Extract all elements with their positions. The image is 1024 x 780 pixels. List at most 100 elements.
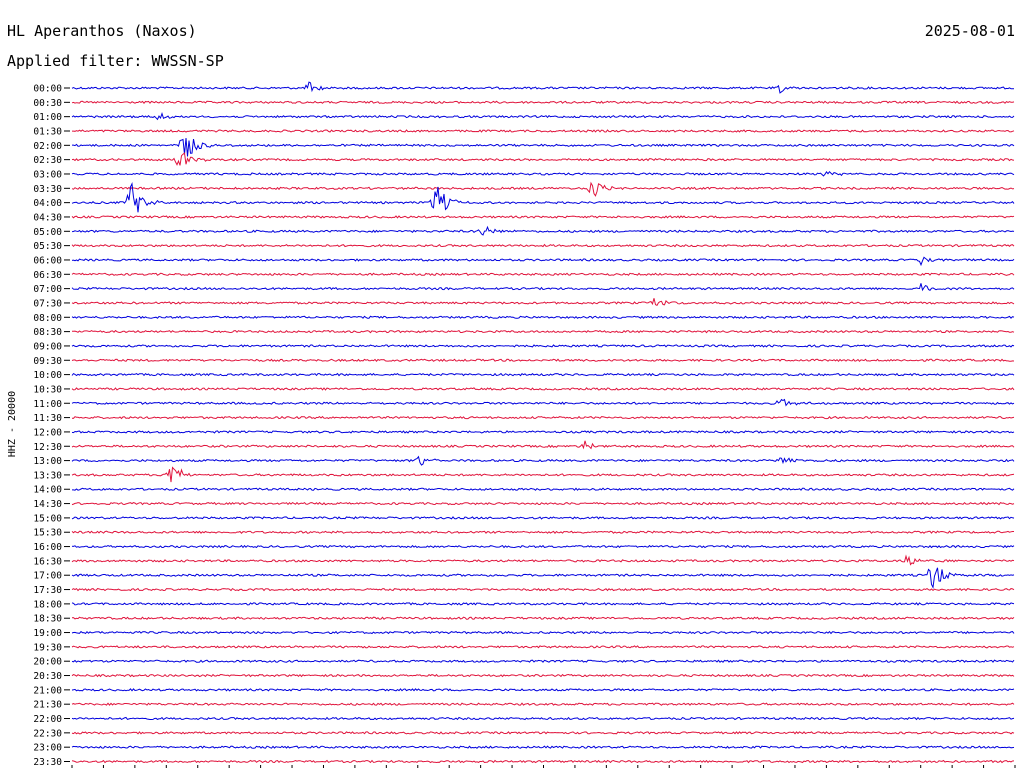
trace-line: [72, 129, 1015, 133]
row-time-label: 16:30: [33, 556, 62, 567]
row-time-label: 13:00: [33, 456, 62, 467]
trace-line: [71, 702, 1015, 706]
trace-line: [71, 256, 1015, 267]
row-time-label: 10:30: [33, 384, 62, 395]
row-time-label: 00:00: [33, 84, 62, 95]
trace-line: [71, 645, 1015, 649]
trace-line: [71, 170, 1015, 177]
row-time-label: 12:30: [33, 442, 62, 453]
trace-line: [71, 81, 1015, 94]
row-time-label: 08:30: [33, 327, 62, 338]
trace-line: [72, 487, 1015, 491]
trace-line: [71, 759, 1015, 764]
trace-line: [71, 516, 1015, 520]
trace-line: [71, 745, 1015, 749]
row-label-group: 00:00 00:30 01:00 01:30 02:00 02:30 03:00 03:30…: [33, 84, 1016, 768]
trace-line: [71, 587, 1015, 592]
trace-line: [71, 387, 1015, 391]
row-time-label: 18:30: [33, 614, 62, 625]
trace-line: [71, 466, 1015, 483]
station-title: HL Aperanthos (Naxos): [7, 22, 197, 40]
row-time-label: 07:30: [33, 298, 62, 309]
row-time-label: 15:00: [33, 513, 62, 524]
trace-line: [71, 544, 1015, 549]
row-time-label: 01:30: [33, 126, 62, 137]
row-time-label: 22:30: [33, 728, 62, 739]
trace-line: [71, 630, 1015, 635]
row-time-label: 00:30: [33, 98, 62, 109]
row-time-label: 09:30: [33, 356, 62, 367]
trace-line: [71, 298, 1015, 307]
row-time-label: 21:30: [33, 700, 62, 711]
trace-line: [71, 501, 1015, 506]
row-time-label: 04:00: [33, 198, 62, 209]
row-time-label: 17:00: [33, 571, 62, 582]
row-time-label: 23:30: [33, 757, 62, 768]
row-time-label: 17:30: [33, 585, 62, 596]
row-time-label: 03:30: [33, 184, 62, 195]
row-time-label: 12:00: [33, 427, 62, 438]
trace-line: [71, 688, 1015, 692]
trace-line: [71, 215, 1015, 219]
row-time-label: 20:00: [33, 657, 62, 668]
trace-line: [72, 137, 1015, 157]
row-time-label: 02:30: [33, 155, 62, 166]
row-time-label: 20:30: [33, 671, 62, 682]
row-time-label: 06:30: [33, 270, 62, 281]
trace-line: [71, 659, 1015, 663]
trace-line: [71, 554, 1015, 566]
row-time-label: 21:00: [33, 685, 62, 696]
row-time-label: 14:30: [33, 499, 62, 510]
y-axis-label: HHZ - 20000: [7, 391, 18, 457]
row-time-label: 08:00: [33, 313, 62, 324]
trace-line: [71, 716, 1015, 721]
trace-line: [71, 225, 1015, 236]
trace-line: [71, 315, 1015, 319]
row-time-label: 05:30: [33, 241, 62, 252]
trace-line: [71, 530, 1014, 534]
row-time-label: 06:00: [33, 255, 62, 266]
trace-line: [71, 602, 1015, 606]
row-time-label: 09:00: [33, 341, 62, 352]
trace-line: [71, 152, 1015, 166]
row-time-label: 19:30: [33, 642, 62, 653]
trace-line: [71, 181, 1015, 197]
row-time-label: 18:00: [33, 599, 62, 610]
trace-line: [71, 112, 1015, 121]
row-time-label: 07:00: [33, 284, 62, 295]
trace-line: [71, 616, 1015, 620]
trace-line: [71, 272, 1015, 276]
trace-line: [71, 243, 1015, 248]
row-time-label: 23:00: [33, 743, 62, 754]
row-time-label: 03:00: [33, 169, 62, 180]
trace-line: [71, 358, 1015, 363]
row-time-label: 13:30: [33, 470, 62, 481]
trace-line: [71, 100, 1015, 105]
trace-line: [71, 731, 1015, 735]
trace-line: [71, 182, 1015, 213]
date-label: 2025-08-01: [925, 22, 1015, 40]
row-time-label: 02:00: [33, 141, 62, 152]
trace-group: [71, 81, 1015, 764]
trace-line: [71, 415, 1015, 420]
row-time-label: 11:30: [33, 413, 62, 424]
row-time-label: 14:00: [33, 485, 62, 496]
trace-line: [71, 440, 1015, 450]
trace-line: [71, 455, 1015, 466]
trace-line: [71, 372, 1015, 377]
row-time-label: 22:00: [33, 714, 62, 725]
trace-line: [71, 430, 1015, 434]
trace-line: [72, 329, 1015, 334]
filter-label: Applied filter: WWSSN-SP: [7, 52, 224, 70]
trace-line: [71, 398, 1015, 407]
row-time-label: 11:00: [33, 399, 62, 410]
trace-line: [71, 344, 1015, 348]
row-time-label: 10:00: [33, 370, 62, 381]
trace-line: [71, 567, 1015, 589]
row-time-label: 19:00: [33, 628, 62, 639]
row-time-label: 01:00: [33, 112, 62, 123]
row-time-label: 04:30: [33, 212, 62, 223]
trace-line: [71, 673, 1015, 678]
row-time-label: 15:30: [33, 528, 62, 539]
